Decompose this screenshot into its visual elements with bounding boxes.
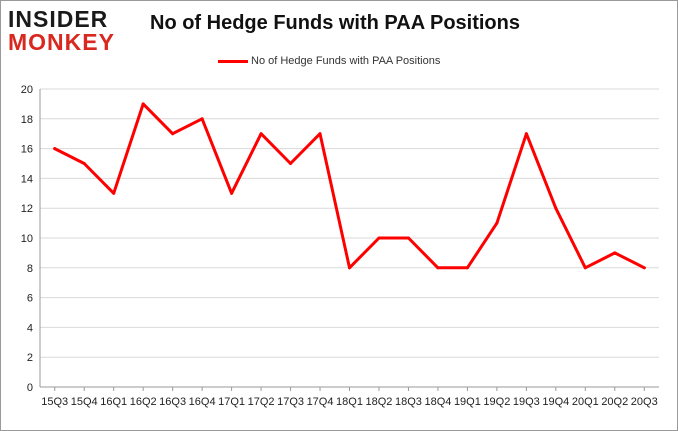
data-point-18Q3 [406, 236, 410, 240]
x-tick-label-16Q4: 16Q4 [189, 396, 216, 408]
insider-monkey-logo: INSIDER MONKEY [8, 8, 128, 56]
x-tick-label-17Q2: 17Q2 [248, 396, 275, 408]
data-point-16Q1 [112, 191, 116, 195]
series-line-0 [53, 102, 646, 270]
data-point-18Q4 [436, 266, 440, 270]
x-tick-label-15Q3: 15Q3 [41, 396, 68, 408]
x-tick-label-16Q2: 16Q2 [130, 396, 157, 408]
x-tick-label-18Q3: 18Q3 [395, 396, 422, 408]
data-point-18Q2 [377, 236, 381, 240]
data-point-20Q1 [583, 266, 587, 270]
y-tick-label-6: 6 [27, 293, 33, 305]
y-tick-label-18: 18 [21, 114, 33, 126]
logo-line-2: MONKEY [8, 29, 115, 55]
data-point-17Q3 [289, 162, 293, 165]
logo-line-1: INSIDER [8, 6, 109, 32]
data-point-20Q2 [613, 251, 617, 255]
y-tick-label-4: 4 [27, 322, 33, 334]
x-tick-label-20Q1: 20Q1 [572, 396, 599, 408]
y-tick-label-14: 14 [21, 173, 33, 185]
x-tick-label-16Q1: 16Q1 [100, 396, 127, 408]
x-tick-label-19Q1: 19Q1 [454, 396, 481, 408]
data-point-19Q3 [524, 132, 528, 136]
x-tick-label-18Q2: 18Q2 [366, 396, 393, 408]
data-point-15Q4 [82, 162, 86, 165]
x-tick-label-20Q3: 20Q3 [631, 396, 658, 408]
x-tick-label-15Q4: 15Q4 [71, 396, 98, 408]
chart-title: No of Hedge Funds with PAA Positions [150, 12, 520, 34]
x-tick-label-17Q1: 17Q1 [218, 396, 245, 408]
x-tick-label-19Q2: 19Q2 [483, 396, 510, 408]
legend-label: No of Hedge Funds with PAA Positions [251, 55, 441, 67]
x-tick-label-18Q4: 18Q4 [424, 396, 451, 408]
x-tick-label-17Q4: 17Q4 [307, 396, 334, 408]
y-tick-label-16: 16 [21, 144, 33, 156]
y-tick-label-2: 2 [27, 352, 33, 364]
data-point-18Q1 [348, 266, 351, 270]
x-tick-label-18Q1: 18Q1 [336, 396, 363, 408]
data-point-15Q3 [53, 147, 57, 151]
x-tick-label-20Q2: 20Q2 [601, 396, 628, 408]
data-point-19Q4 [554, 206, 558, 210]
data-point-17Q1 [230, 191, 234, 195]
x-tick-label-19Q4: 19Q4 [542, 396, 569, 408]
legend-swatch [218, 59, 248, 63]
data-point-19Q2 [495, 221, 499, 225]
chart-legend: No of Hedge Funds with PAA Positions [218, 52, 440, 70]
y-tick-label-8: 8 [27, 263, 33, 275]
data-point-16Q2 [141, 102, 145, 106]
y-tick-label-20: 20 [21, 84, 33, 96]
y-tick-label-10: 10 [21, 233, 33, 245]
data-point-17Q2 [259, 132, 263, 136]
data-point-16Q3 [171, 132, 175, 136]
data-point-19Q1 [465, 266, 469, 270]
x-tick-label-19Q3: 19Q3 [513, 396, 540, 408]
y-tick-label-12: 12 [21, 203, 33, 215]
x-tick-label-16Q3: 16Q3 [159, 396, 186, 408]
data-point-17Q4 [318, 132, 322, 136]
data-point-20Q3 [642, 266, 646, 270]
data-point-16Q4 [200, 117, 204, 121]
x-tick-label-17Q3: 17Q3 [277, 396, 304, 408]
y-tick-label-0: 0 [27, 382, 33, 394]
